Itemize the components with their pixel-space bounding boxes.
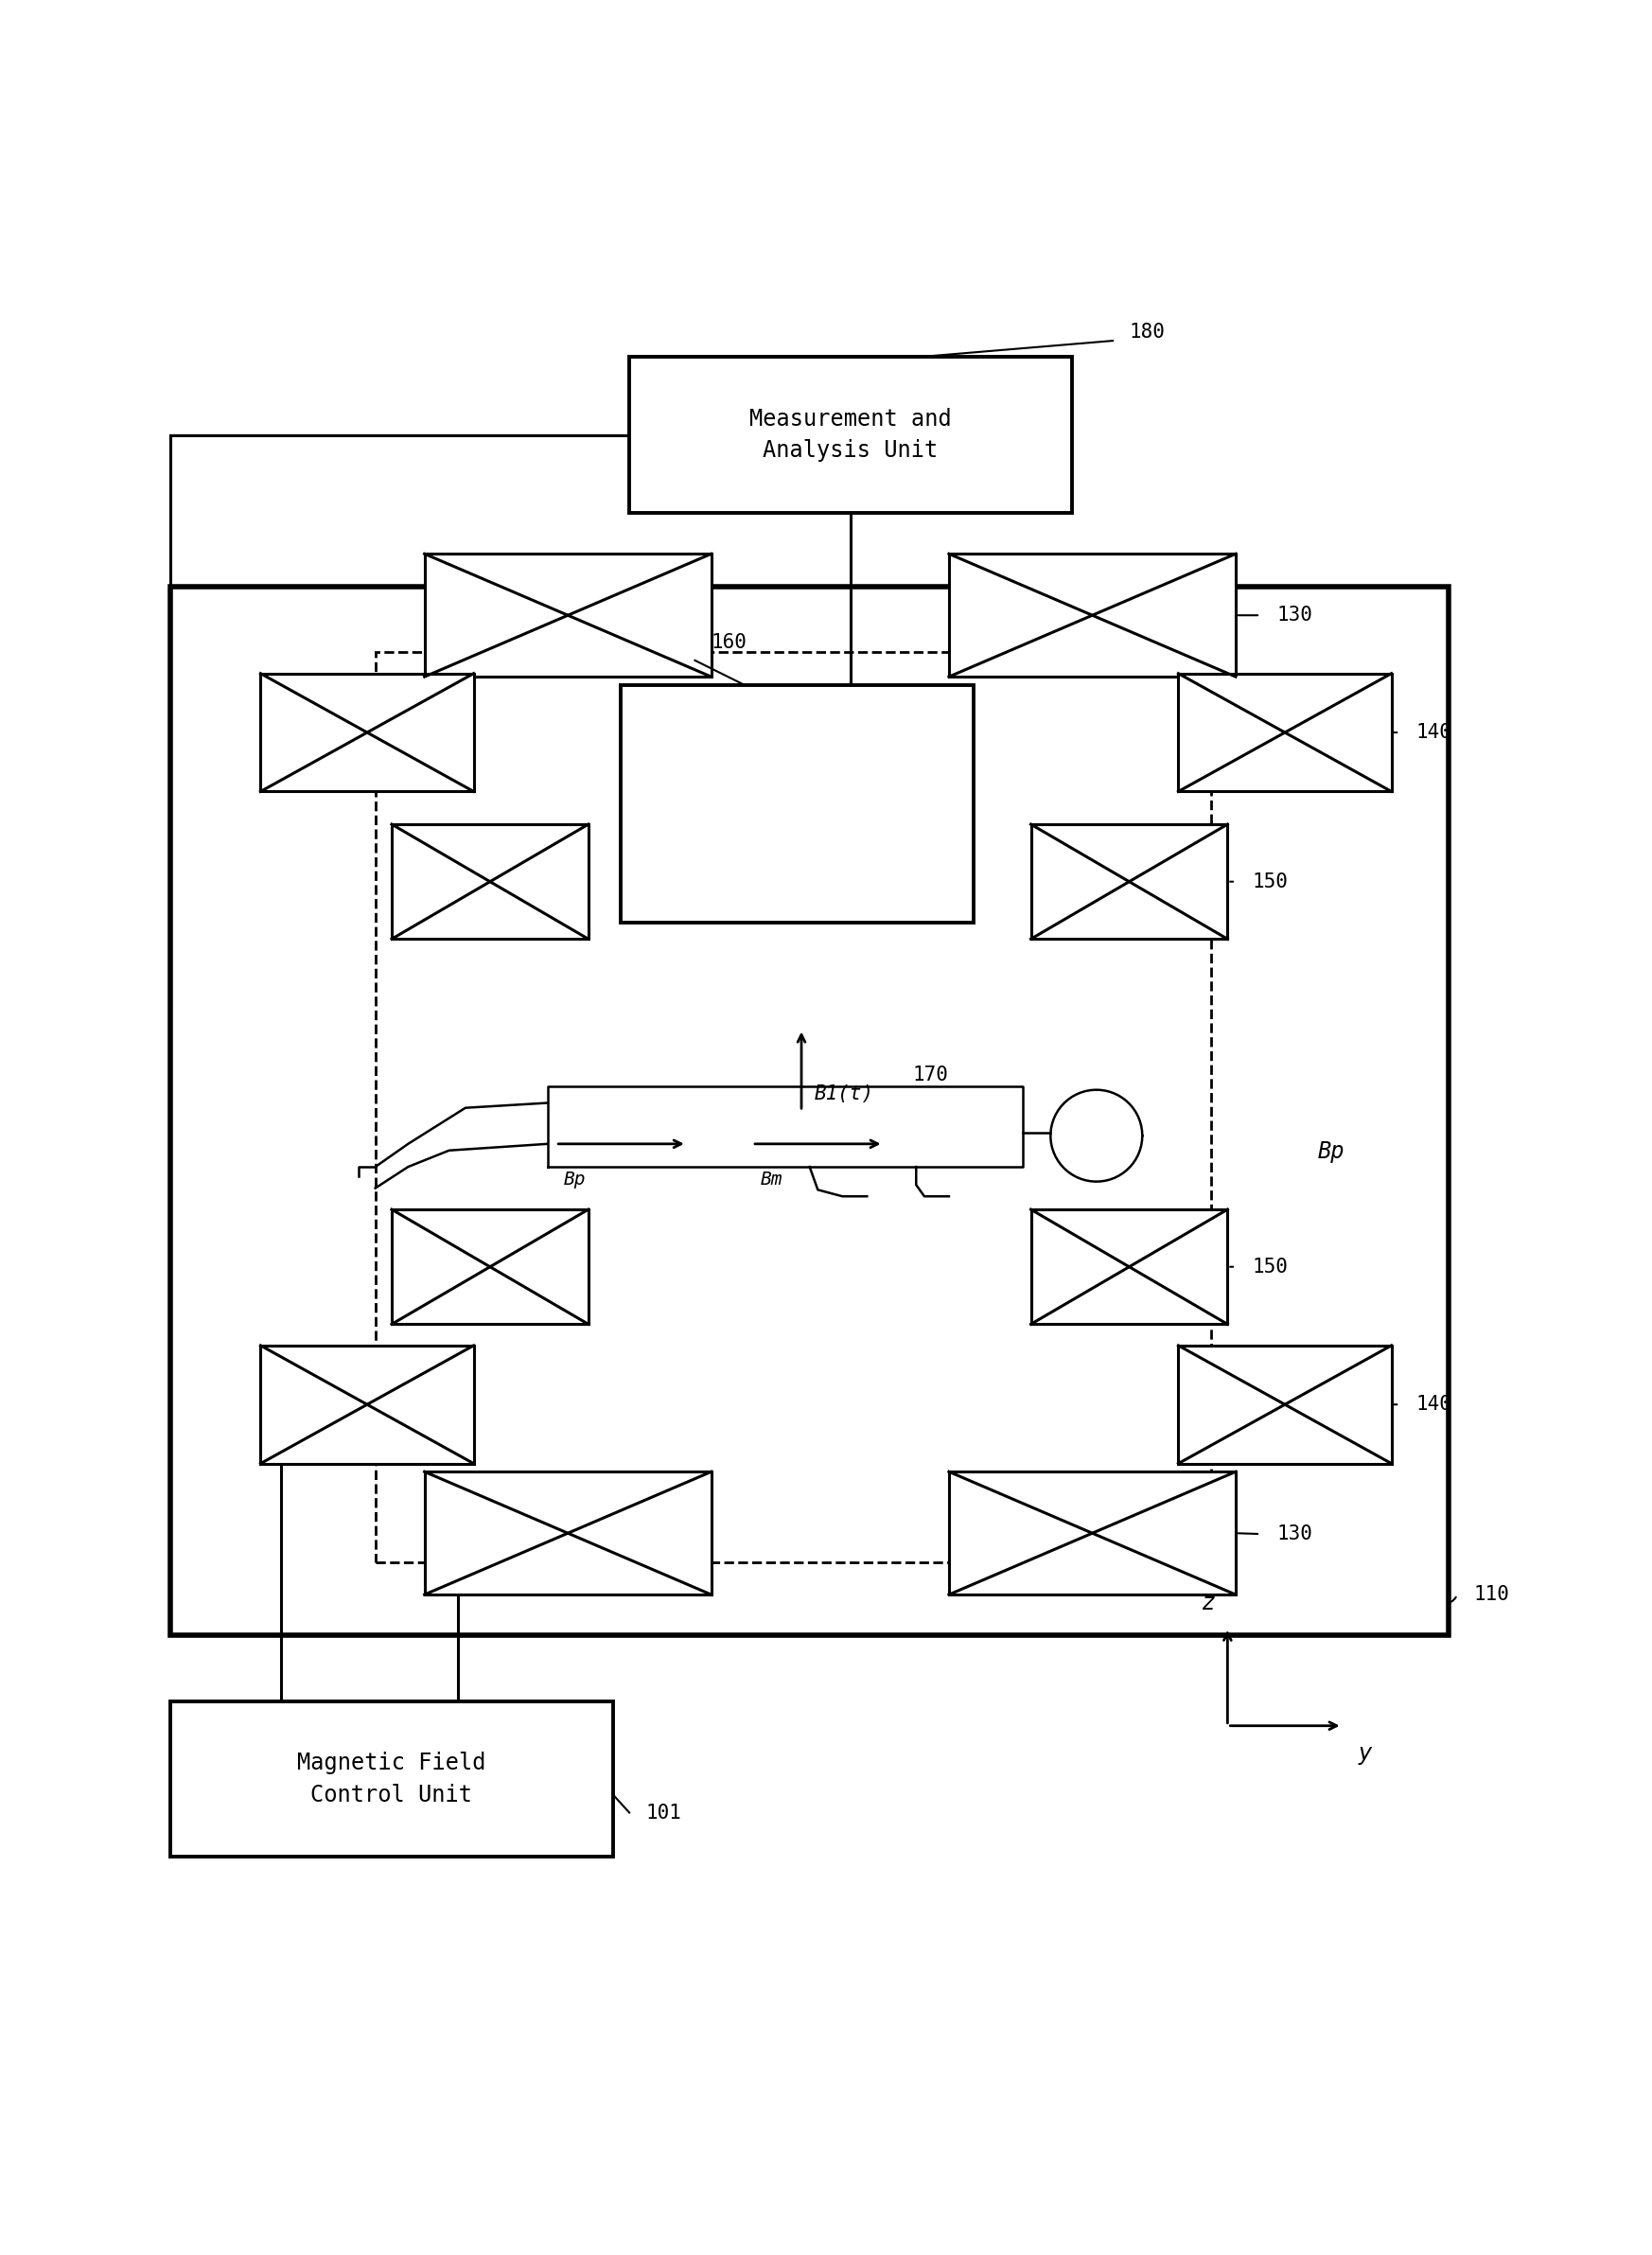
Bar xyxy=(1031,825,1227,938)
Bar xyxy=(1031,1209,1227,1324)
Bar xyxy=(425,1473,712,1594)
Bar xyxy=(170,586,1449,1635)
Text: Bm: Bm xyxy=(760,1170,783,1188)
Text: 101: 101 xyxy=(646,1804,682,1822)
Text: Bp: Bp xyxy=(1318,1141,1345,1164)
Bar xyxy=(948,1473,1236,1594)
Text: 180: 180 xyxy=(1130,322,1165,343)
Bar xyxy=(629,356,1072,512)
Bar xyxy=(375,652,1211,1563)
Text: 110: 110 xyxy=(1474,1585,1510,1603)
Text: y: y xyxy=(1358,1743,1371,1766)
Bar xyxy=(261,674,474,792)
Bar xyxy=(392,1209,588,1324)
Text: 150: 150 xyxy=(1252,1258,1289,1276)
Bar xyxy=(261,1346,474,1463)
Text: B1(t): B1(t) xyxy=(814,1085,874,1103)
Text: 160: 160 xyxy=(712,634,747,652)
Text: 130: 130 xyxy=(1277,1524,1313,1542)
Text: 140: 140 xyxy=(1416,724,1452,742)
Bar xyxy=(425,555,712,676)
Text: 170: 170 xyxy=(914,1067,948,1085)
Text: Bp: Bp xyxy=(563,1170,586,1188)
Text: 140: 140 xyxy=(1416,1396,1452,1414)
Text: Magnetic Field
Control Unit: Magnetic Field Control Unit xyxy=(297,1752,486,1806)
Bar xyxy=(1178,674,1391,792)
Bar xyxy=(170,1700,613,1856)
Text: z: z xyxy=(1203,1592,1214,1615)
Bar xyxy=(621,686,973,922)
Text: 150: 150 xyxy=(1252,873,1289,891)
Bar xyxy=(948,555,1236,676)
Text: 130: 130 xyxy=(1277,607,1313,625)
Text: Measurement and
Analysis Unit: Measurement and Analysis Unit xyxy=(750,408,952,462)
Bar xyxy=(392,825,588,938)
Bar xyxy=(1178,1346,1391,1463)
